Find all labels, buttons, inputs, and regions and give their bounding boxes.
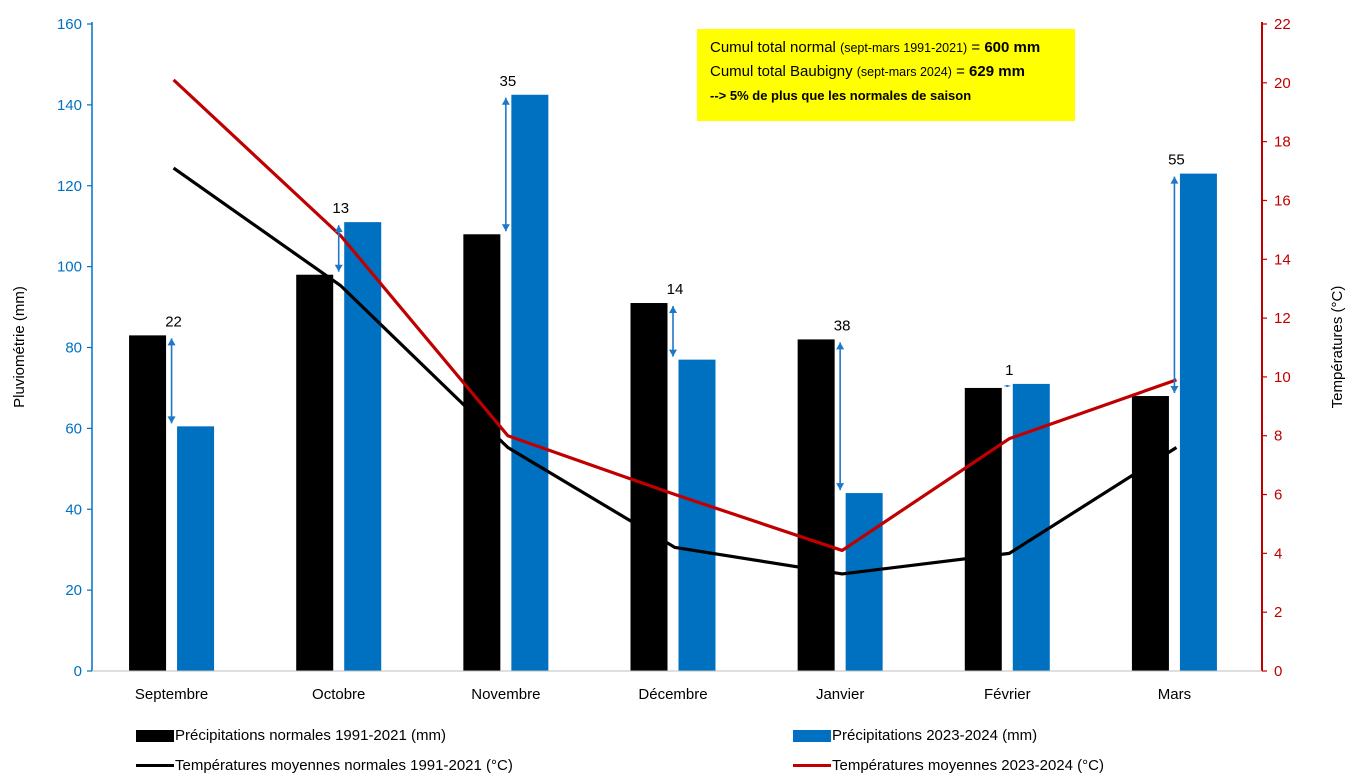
bar-2024-4: [845, 493, 883, 671]
legend-item-2024-temp: Températures moyennes 2023-2024 (°C): [793, 757, 1104, 774]
difference-label: 14: [667, 281, 684, 298]
x-tick-label: Novembre: [471, 686, 540, 703]
y2-axis-title: Températures (°C): [1329, 286, 1346, 409]
difference-arrow-head-up: [334, 225, 343, 233]
difference-label: 22: [165, 313, 182, 330]
difference-arrow-head-down: [1003, 384, 1012, 386]
y2-tick-label: 10: [1274, 369, 1291, 386]
annotation-line-2: Cumul total Baubigny (sept-mars 2024) = …: [710, 60, 1075, 84]
annotation-text: Cumul total Baubigny: [710, 63, 857, 80]
y2-tick-label: 20: [1274, 75, 1291, 92]
difference-arrow-head-down: [1170, 386, 1179, 394]
y2-tick-label: 2: [1274, 604, 1282, 621]
y-tick-label: 100: [57, 259, 82, 276]
legend-label: Températures moyennes normales 1991-2021…: [175, 757, 513, 774]
x-tick-label: Décembre: [638, 686, 707, 703]
y-tick-label: 60: [65, 420, 82, 437]
difference-label: 38: [834, 317, 851, 334]
y2-tick-label: 16: [1274, 192, 1291, 209]
y2-tick-label: 18: [1274, 134, 1291, 151]
bar-2024-1: [344, 222, 382, 672]
difference-arrow-head-up: [836, 342, 845, 350]
bar-normal-4: [797, 339, 835, 671]
difference-arrow-head-down: [501, 224, 510, 232]
bar-2024-0: [177, 426, 215, 671]
difference-arrow-head-up: [1003, 385, 1012, 387]
annotation-value: 629 mm: [969, 63, 1025, 80]
x-tick-label: Octobre: [312, 686, 365, 703]
difference-arrow-head-down: [669, 349, 677, 357]
annotation-value: 600 mm: [984, 39, 1041, 56]
difference-label: 35: [500, 73, 517, 90]
difference-arrow-head-down: [334, 264, 343, 272]
annotation-line-1: Cumul total normal (sept-mars 1991-2021)…: [710, 36, 1075, 60]
y-tick-label: 20: [65, 582, 82, 599]
legend-swatch: [136, 729, 174, 742]
difference-label: 55: [1168, 152, 1185, 169]
bar-normal-2: [463, 234, 501, 671]
bar-2024-6: [1179, 173, 1217, 671]
x-tick-label: Septembre: [135, 686, 208, 703]
legend-swatch: [793, 729, 831, 742]
axes-layer: 0 20 40 60 80 100 120 140 160 0 2 4 6 8 10 12 14 16 18 20 22…: [57, 16, 1291, 703]
cumulative-annotation-box: Cumul total normal (sept-mars 1991-2021)…: [697, 29, 1075, 121]
difference-arrow-head-up: [167, 338, 176, 346]
legend-swatch: [793, 764, 831, 767]
y2-tick-label: 0: [1274, 663, 1282, 680]
difference-arrow-head-down: [836, 483, 845, 491]
bar-normal-1: [296, 274, 334, 671]
bars-layer: [129, 94, 1217, 672]
legend-item-2024-precip: Précipitations 2023-2024 (mm): [793, 727, 1037, 744]
difference-arrows-layer: 22 13 35 14 38 1 55: [165, 73, 1185, 491]
bar-normal-0: [129, 335, 167, 671]
y-axis-title: Pluviométrie (mm): [11, 286, 28, 408]
bar-normal-5: [964, 387, 1002, 671]
y2-tick-label: 6: [1274, 487, 1282, 504]
y-tick-label: 0: [74, 663, 82, 680]
annotation-period: (sept-mars 1991-2021): [840, 41, 968, 55]
annotation-line-3: --> 5% de plus que les normales de saiso…: [710, 88, 972, 103]
y2-tick-label: 12: [1274, 310, 1291, 327]
x-tick-label: Mars: [1158, 686, 1191, 703]
y-tick-label: 40: [65, 501, 82, 518]
bar-normal-6: [1131, 396, 1169, 671]
y2-tick-label: 4: [1274, 545, 1282, 562]
annotation-equals: =: [951, 63, 970, 80]
y-tick-label: 80: [65, 340, 82, 357]
legend-label: Précipitations 2023-2024 (mm): [832, 727, 1038, 744]
legend-label: Précipitations normales 1991-2021 (mm): [175, 727, 446, 744]
difference-arrow-head-down: [167, 416, 176, 424]
bar-2024-3: [678, 359, 716, 671]
difference-label: 13: [332, 200, 349, 217]
line-normal-temperature: [172, 166, 1178, 576]
legend-item-normal-temp: Températures moyennes normales 1991-2021…: [136, 757, 513, 774]
annotation-period: (sept-mars 2024): [856, 65, 952, 79]
y2-tick-label: 22: [1274, 16, 1291, 33]
bar-2024-2: [511, 94, 549, 671]
annotation-text: Cumul total normal: [710, 39, 841, 56]
annotation-equals: =: [967, 39, 985, 56]
y2-tick-label: 14: [1274, 251, 1291, 268]
y-tick-label: 120: [57, 178, 82, 195]
difference-label: 1: [1005, 362, 1013, 379]
legend-swatch: [136, 764, 174, 767]
difference-arrow-head-up: [669, 306, 677, 314]
y-tick-label: 160: [57, 16, 82, 33]
x-tick-label: Février: [984, 686, 1031, 703]
lines-layer: [172, 78, 1178, 576]
y2-tick-label: 8: [1274, 428, 1282, 445]
x-tick-label: Janvier: [816, 686, 864, 703]
legend-item-normal-precip: Précipitations normales 1991-2021 (mm): [136, 727, 446, 744]
line-2024-temperature: [172, 78, 1177, 553]
legend-label: Températures moyennes 2023-2024 (°C): [832, 757, 1104, 774]
y-tick-label: 140: [57, 97, 82, 114]
difference-arrow-head-up: [1170, 176, 1179, 184]
difference-arrow-head-up: [501, 97, 510, 105]
